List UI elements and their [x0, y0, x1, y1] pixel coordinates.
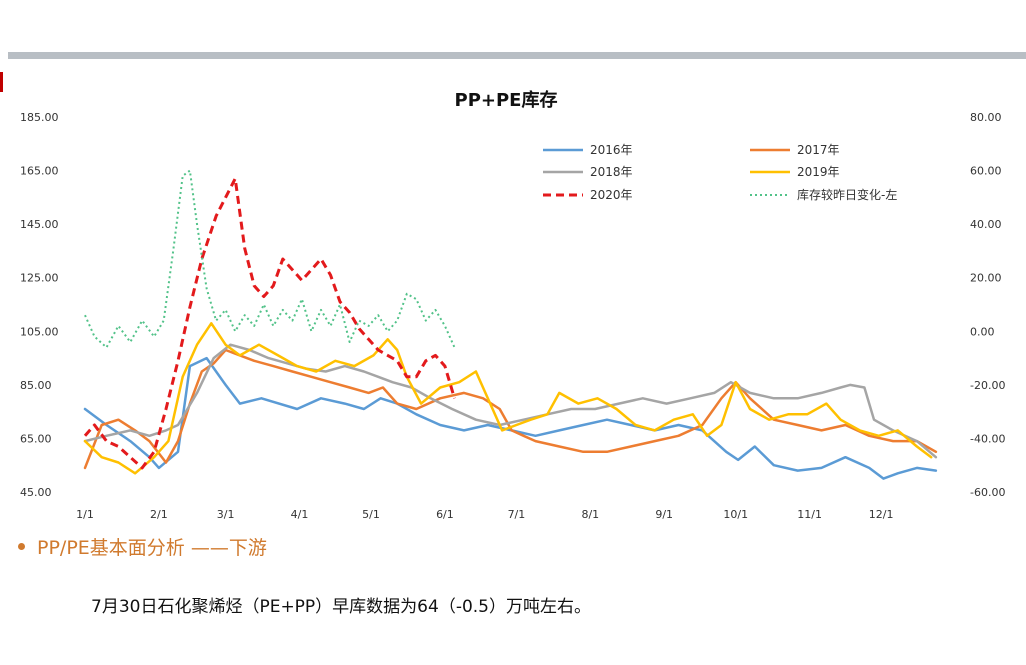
legend-label: 2019年	[797, 165, 840, 179]
y-left-tick-label: 85.00	[20, 379, 52, 392]
y-left-tick-label: 125.00	[20, 272, 59, 285]
series-line	[83, 348, 938, 470]
top-fade	[0, 0, 1026, 8]
series-line	[83, 322, 933, 475]
y-left-tick-label: 165.00	[20, 165, 59, 178]
y-axis-left: 185.00 165.00 145.00 125.00 105.00 85.00 65.00…	[20, 111, 59, 499]
x-tick-label: 9/1	[655, 508, 673, 521]
y-right-tick-label: -60.00	[970, 486, 1005, 499]
y-left-tick-label: 145.00	[20, 218, 59, 231]
x-tick-label: 4/1	[291, 508, 309, 521]
y-left-tick-label: 65.00	[20, 432, 52, 445]
x-tick-label: 11/1	[797, 508, 822, 521]
x-tick-label: 8/1	[581, 508, 599, 521]
legend-label: 2017年	[797, 143, 840, 157]
y-right-tick-label: 80.00	[970, 111, 1002, 124]
legend-label: 2016年	[590, 143, 633, 157]
x-axis: 1/1 2/1 3/1 4/1 5/1 6/1 7/1 8/1 9/1 10/1 11/1 12/1	[76, 508, 893, 521]
x-tick-label: 12/1	[869, 508, 894, 521]
section-title: PP/PE基本面分析 ——下游	[37, 537, 267, 559]
series-layer	[83, 169, 938, 480]
bullet-dot	[18, 543, 25, 550]
y-right-tick-label: -40.00	[970, 432, 1005, 445]
series-line	[83, 177, 456, 470]
series-line	[83, 343, 938, 459]
x-tick-label: 10/1	[723, 508, 748, 521]
series-line	[83, 356, 938, 480]
y-right-tick-label: 40.00	[970, 218, 1002, 231]
x-tick-label: 6/1	[436, 508, 454, 521]
y-right-tick-label: 60.00	[970, 165, 1002, 178]
y-left-tick-label: 45.00	[20, 486, 52, 499]
y-right-tick-label: 0.00	[970, 325, 995, 338]
x-tick-label: 7/1	[508, 508, 526, 521]
inventory-note: 7月30日石化聚烯烃（PE+PP）早库数据为64（-0.5）万吨左右。	[91, 597, 591, 617]
x-tick-label: 1/1	[76, 508, 94, 521]
x-tick-label: 2/1	[150, 508, 168, 521]
legend-label: 库存较昨日变化-左	[797, 187, 897, 202]
section-heading: PP/PE基本面分析 ——下游	[18, 533, 267, 560]
y-left-tick-label: 185.00	[20, 111, 59, 124]
y-right-tick-label: 20.00	[970, 272, 1002, 285]
chart-title: PP+PE库存	[455, 89, 558, 111]
series-line	[84, 169, 456, 349]
y-left-tick-label: 105.00	[20, 325, 59, 338]
y-right-tick-label: -20.00	[970, 379, 1005, 392]
legend-label: 2018年	[590, 165, 633, 179]
header-divider	[8, 52, 1026, 59]
slide-marker	[0, 72, 3, 92]
legend: 2016年 2017年 2018年 2019年 2020年 库存较昨日变化-左	[543, 143, 897, 202]
x-tick-label: 3/1	[217, 508, 235, 521]
x-tick-label: 5/1	[362, 508, 380, 521]
y-axis-right: 80.00 60.00 40.00 20.00 0.00 -20.00 -40.00 -60.…	[970, 111, 1005, 499]
inventory-chart: PP+PE库存 185.00 165.00 145.00 125.00 105.00 85…	[20, 89, 1005, 521]
legend-label: 2020年	[590, 188, 633, 202]
